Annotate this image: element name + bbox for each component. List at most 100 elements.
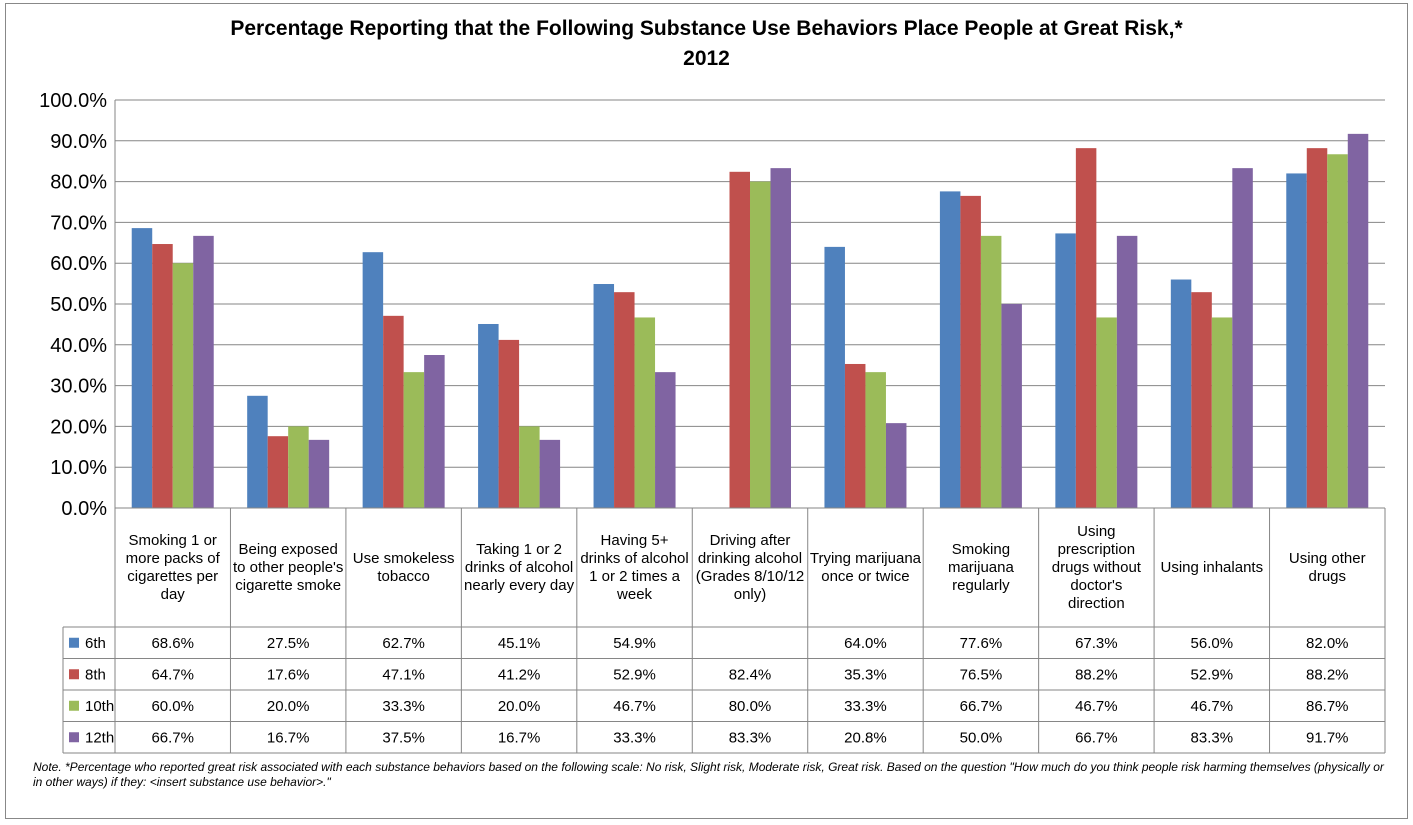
chart-note: Note. *Percentage who reported great ris…: [33, 760, 1384, 789]
data-label: 20.0%: [498, 698, 541, 715]
data-label: 35.3%: [844, 666, 887, 683]
data-label: 54.9%: [613, 635, 656, 652]
bar: [1116, 235, 1138, 508]
chart-title: Percentage Reporting that the Following …: [0, 14, 1413, 74]
x-category-label: Smoking 1 or more packs of cigarettes pe…: [125, 531, 220, 603]
data-label: 77.6%: [960, 635, 1003, 652]
data-label: 66.7%: [151, 729, 194, 746]
bar: [865, 372, 886, 508]
legend-key: [69, 700, 79, 711]
y-tick-label: 60.0%: [50, 253, 107, 275]
bar: [655, 372, 676, 508]
x-category-label: Use smokeless tobacco: [352, 549, 455, 585]
data-label: 20.8%: [844, 729, 887, 746]
bar: [288, 426, 309, 508]
bar: [750, 181, 771, 508]
bar: [267, 436, 289, 508]
data-label: 16.7%: [498, 729, 541, 746]
bar: [362, 252, 384, 508]
data-label: 46.7%: [1075, 698, 1118, 715]
data-label: 52.9%: [1191, 666, 1234, 683]
data-label: 33.3%: [613, 729, 656, 746]
x-category-label: Trying marijuana once or twice: [809, 549, 922, 585]
bar: [729, 171, 750, 509]
bar: [1286, 173, 1307, 508]
bar: [1055, 233, 1076, 508]
series-name: 8th: [85, 666, 106, 683]
data-label: 82.4%: [729, 666, 772, 683]
y-tick-label: 0.0%: [61, 498, 107, 520]
data-label: 76.5%: [960, 666, 1003, 683]
bar: [498, 339, 520, 508]
data-label: 33.3%: [844, 698, 887, 715]
bar: [308, 439, 330, 508]
data-label: 62.7%: [382, 635, 425, 652]
data-label: 80.0%: [729, 698, 772, 715]
y-tick-label: 70.0%: [50, 212, 107, 234]
series-name: 10th: [85, 698, 114, 715]
data-label: 46.7%: [1191, 698, 1234, 715]
y-tick-label: 30.0%: [50, 376, 107, 398]
bar: [939, 191, 961, 508]
data-label: 66.7%: [1075, 729, 1118, 746]
bar: [131, 228, 153, 508]
data-label: 83.3%: [729, 729, 772, 746]
x-category-label: Being exposed to other people's cigarett…: [232, 540, 344, 594]
bar: [1211, 317, 1233, 508]
bar: [1327, 154, 1348, 508]
bar: [172, 263, 194, 508]
data-label: 67.3%: [1075, 635, 1118, 652]
bar: [614, 292, 635, 508]
data-label: 88.2%: [1306, 666, 1349, 683]
data-label: 52.9%: [613, 666, 656, 683]
x-category-label: Using inhalants: [1160, 558, 1264, 576]
data-label: 16.7%: [267, 729, 310, 746]
bar: [539, 439, 561, 508]
x-category-label: Taking 1 or 2 drinks of alcohol nearly e…: [464, 540, 575, 594]
bar: [403, 372, 425, 508]
bar: [980, 235, 1002, 508]
data-label: 46.7%: [613, 698, 656, 715]
y-tick-label: 20.0%: [50, 416, 107, 438]
bar: [478, 323, 499, 508]
bar: [1096, 317, 1117, 508]
legend-key: [69, 637, 79, 648]
data-label: 45.1%: [498, 635, 541, 652]
legend-key: [69, 669, 79, 680]
bar: [593, 284, 615, 508]
bar: [1001, 304, 1022, 508]
y-tick-label: 40.0%: [50, 335, 107, 357]
bar: [885, 423, 907, 508]
bar: [1232, 168, 1253, 509]
x-category-label: Smoking marijuana regularly: [947, 540, 1014, 594]
bar: [1170, 279, 1192, 508]
data-label: 86.7%: [1306, 698, 1349, 715]
y-tick-label: 50.0%: [50, 294, 107, 316]
bar: [1306, 148, 1328, 509]
chart-title-line2: 2012: [683, 47, 730, 70]
data-label: 17.6%: [267, 666, 310, 683]
x-category-label: Having 5+ drinks of alcohol 1 or 2 times…: [580, 531, 689, 603]
y-tick-label: 100.0%: [39, 90, 107, 112]
data-label: 82.0%: [1306, 635, 1349, 652]
series-name: 12th: [85, 729, 114, 746]
bar: [519, 426, 540, 508]
chart-title-line1: Percentage Reporting that the Following …: [230, 17, 1183, 40]
bar: [383, 315, 404, 508]
bar: [152, 244, 173, 509]
series-name: 6th: [85, 635, 106, 652]
data-label: 60.0%: [151, 698, 194, 715]
data-label: 33.3%: [382, 698, 425, 715]
bar: [424, 355, 445, 508]
data-label: 83.3%: [1191, 729, 1234, 746]
data-label: 64.7%: [151, 666, 194, 683]
data-label: 56.0%: [1191, 635, 1234, 652]
bar: [1075, 148, 1097, 509]
data-label: 91.7%: [1306, 729, 1349, 746]
data-label: 50.0%: [960, 729, 1003, 746]
y-tick-label: 80.0%: [50, 172, 107, 194]
data-label: 20.0%: [267, 698, 310, 715]
x-category-label: Driving after drinking alcohol (Grades 8…: [695, 531, 805, 603]
data-label: 27.5%: [267, 635, 310, 652]
